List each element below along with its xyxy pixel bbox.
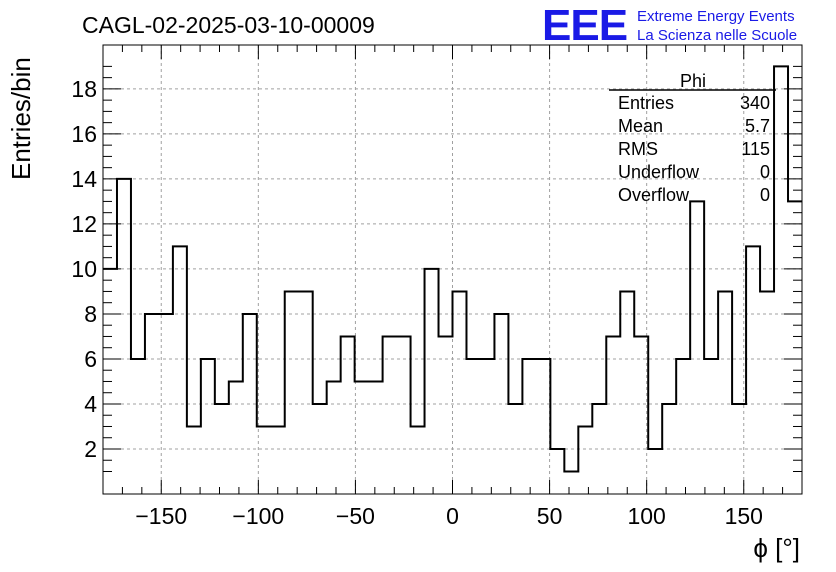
x-tick-label-5: 100 xyxy=(627,503,665,529)
grid xyxy=(103,45,802,494)
bin-47 xyxy=(760,291,774,494)
y-axis-label: Entries/bin xyxy=(6,57,36,180)
bin-24 xyxy=(439,336,453,494)
bin-4 xyxy=(159,314,173,494)
stats-value-entries: 340 xyxy=(740,93,770,113)
x-tick-label-1: −100 xyxy=(232,503,284,529)
bin-41 xyxy=(676,359,690,494)
stats-box: Phi Entries 340 Mean 5.7 RMS 115 Underflow 0 Ove… xyxy=(609,71,776,205)
y-tick-label-6: 14 xyxy=(71,166,97,192)
bin-16 xyxy=(327,381,341,494)
bin-1 xyxy=(117,179,131,494)
bin-44 xyxy=(718,291,732,494)
logo-line1: Extreme Energy Events xyxy=(637,8,795,25)
stats-value-overflow: 0 xyxy=(760,185,770,205)
bin-25 xyxy=(453,291,467,494)
bin-33 xyxy=(564,471,578,494)
bin-21 xyxy=(397,336,411,494)
histogram-line xyxy=(103,65,802,473)
y-tick-label-4: 10 xyxy=(71,256,97,282)
bin-29 xyxy=(508,404,522,494)
bin-39 xyxy=(648,449,662,494)
y-tick-label-1: 4 xyxy=(84,391,97,417)
bin-32 xyxy=(550,449,564,494)
bin-36 xyxy=(606,336,620,494)
bin-22 xyxy=(411,426,425,494)
bin-11 xyxy=(257,426,271,494)
bin-43 xyxy=(704,359,718,494)
stats-rows: Entries 340 Mean 5.7 RMS 115 Underflow 0 Overflo… xyxy=(618,93,770,205)
y-tick-label-2: 6 xyxy=(84,346,97,372)
bin-26 xyxy=(466,359,480,494)
x-axis-label: ϕ [°] xyxy=(753,533,800,563)
y-tick-label-0: 2 xyxy=(84,436,97,462)
bin-3 xyxy=(145,314,159,494)
y-tick-label-5: 12 xyxy=(71,211,97,237)
bin-2 xyxy=(131,359,145,494)
x-tick-label-0: −150 xyxy=(135,503,187,529)
x-tick-label-4: 50 xyxy=(537,503,563,529)
chart-title: CAGL-02-2025-03-10-00009 xyxy=(82,12,375,38)
stats-label-rms: RMS xyxy=(618,139,658,159)
bin-15 xyxy=(313,404,327,494)
bin-5 xyxy=(173,246,187,494)
x-tick-label-3: 0 xyxy=(446,503,459,529)
bin-23 xyxy=(425,269,439,494)
bin-18 xyxy=(355,381,369,494)
bin-30 xyxy=(522,359,536,494)
stats-value-underflow: 0 xyxy=(760,162,770,182)
y-tick-label-3: 8 xyxy=(84,301,97,327)
stats-label-underflow: Underflow xyxy=(618,162,700,182)
bin-12 xyxy=(271,426,285,494)
bin-46 xyxy=(746,246,760,494)
stats-label-overflow: Overflow xyxy=(618,185,690,205)
bin-6 xyxy=(187,426,201,494)
bin-40 xyxy=(662,404,676,494)
stats-label-entries: Entries xyxy=(618,93,674,113)
bin-37 xyxy=(620,291,634,494)
bin-28 xyxy=(494,314,508,494)
bin-14 xyxy=(299,291,313,494)
x-tick-label-6: 150 xyxy=(725,503,763,529)
eee-logo: EEE Extreme Energy Events La Scienza nel… xyxy=(542,1,797,50)
bin-38 xyxy=(634,336,648,494)
bin-35 xyxy=(592,404,606,494)
bin-48 xyxy=(774,66,788,494)
stats-title: Phi xyxy=(680,71,706,91)
bin-10 xyxy=(243,314,257,494)
bin-42 xyxy=(690,201,704,494)
logo-line2: La Scienza nelle Scuole xyxy=(637,27,797,44)
bin-19 xyxy=(369,381,383,494)
x-tick-label-2: −50 xyxy=(336,503,375,529)
bin-7 xyxy=(201,359,215,494)
bin-27 xyxy=(480,359,494,494)
bin-13 xyxy=(285,291,299,494)
y-axis-ticks: 2 4 6 8 10 12 14 16 18 xyxy=(71,65,802,472)
y-tick-label-8: 18 xyxy=(71,76,97,102)
logo-mark: EEE xyxy=(542,1,627,50)
bin-20 xyxy=(383,336,397,494)
x-axis-ticks: −150 −100 −50 0 50 100 150 xyxy=(102,45,803,529)
stats-value-mean: 5.7 xyxy=(745,116,770,136)
stats-value-rms: 115 xyxy=(741,139,770,159)
bin-17 xyxy=(341,336,355,494)
stats-label-mean: Mean xyxy=(618,116,663,136)
bin-9 xyxy=(229,381,243,494)
bin-34 xyxy=(578,426,592,494)
bin-31 xyxy=(536,359,550,494)
y-tick-label-7: 16 xyxy=(71,121,97,147)
bin-8 xyxy=(215,404,229,494)
